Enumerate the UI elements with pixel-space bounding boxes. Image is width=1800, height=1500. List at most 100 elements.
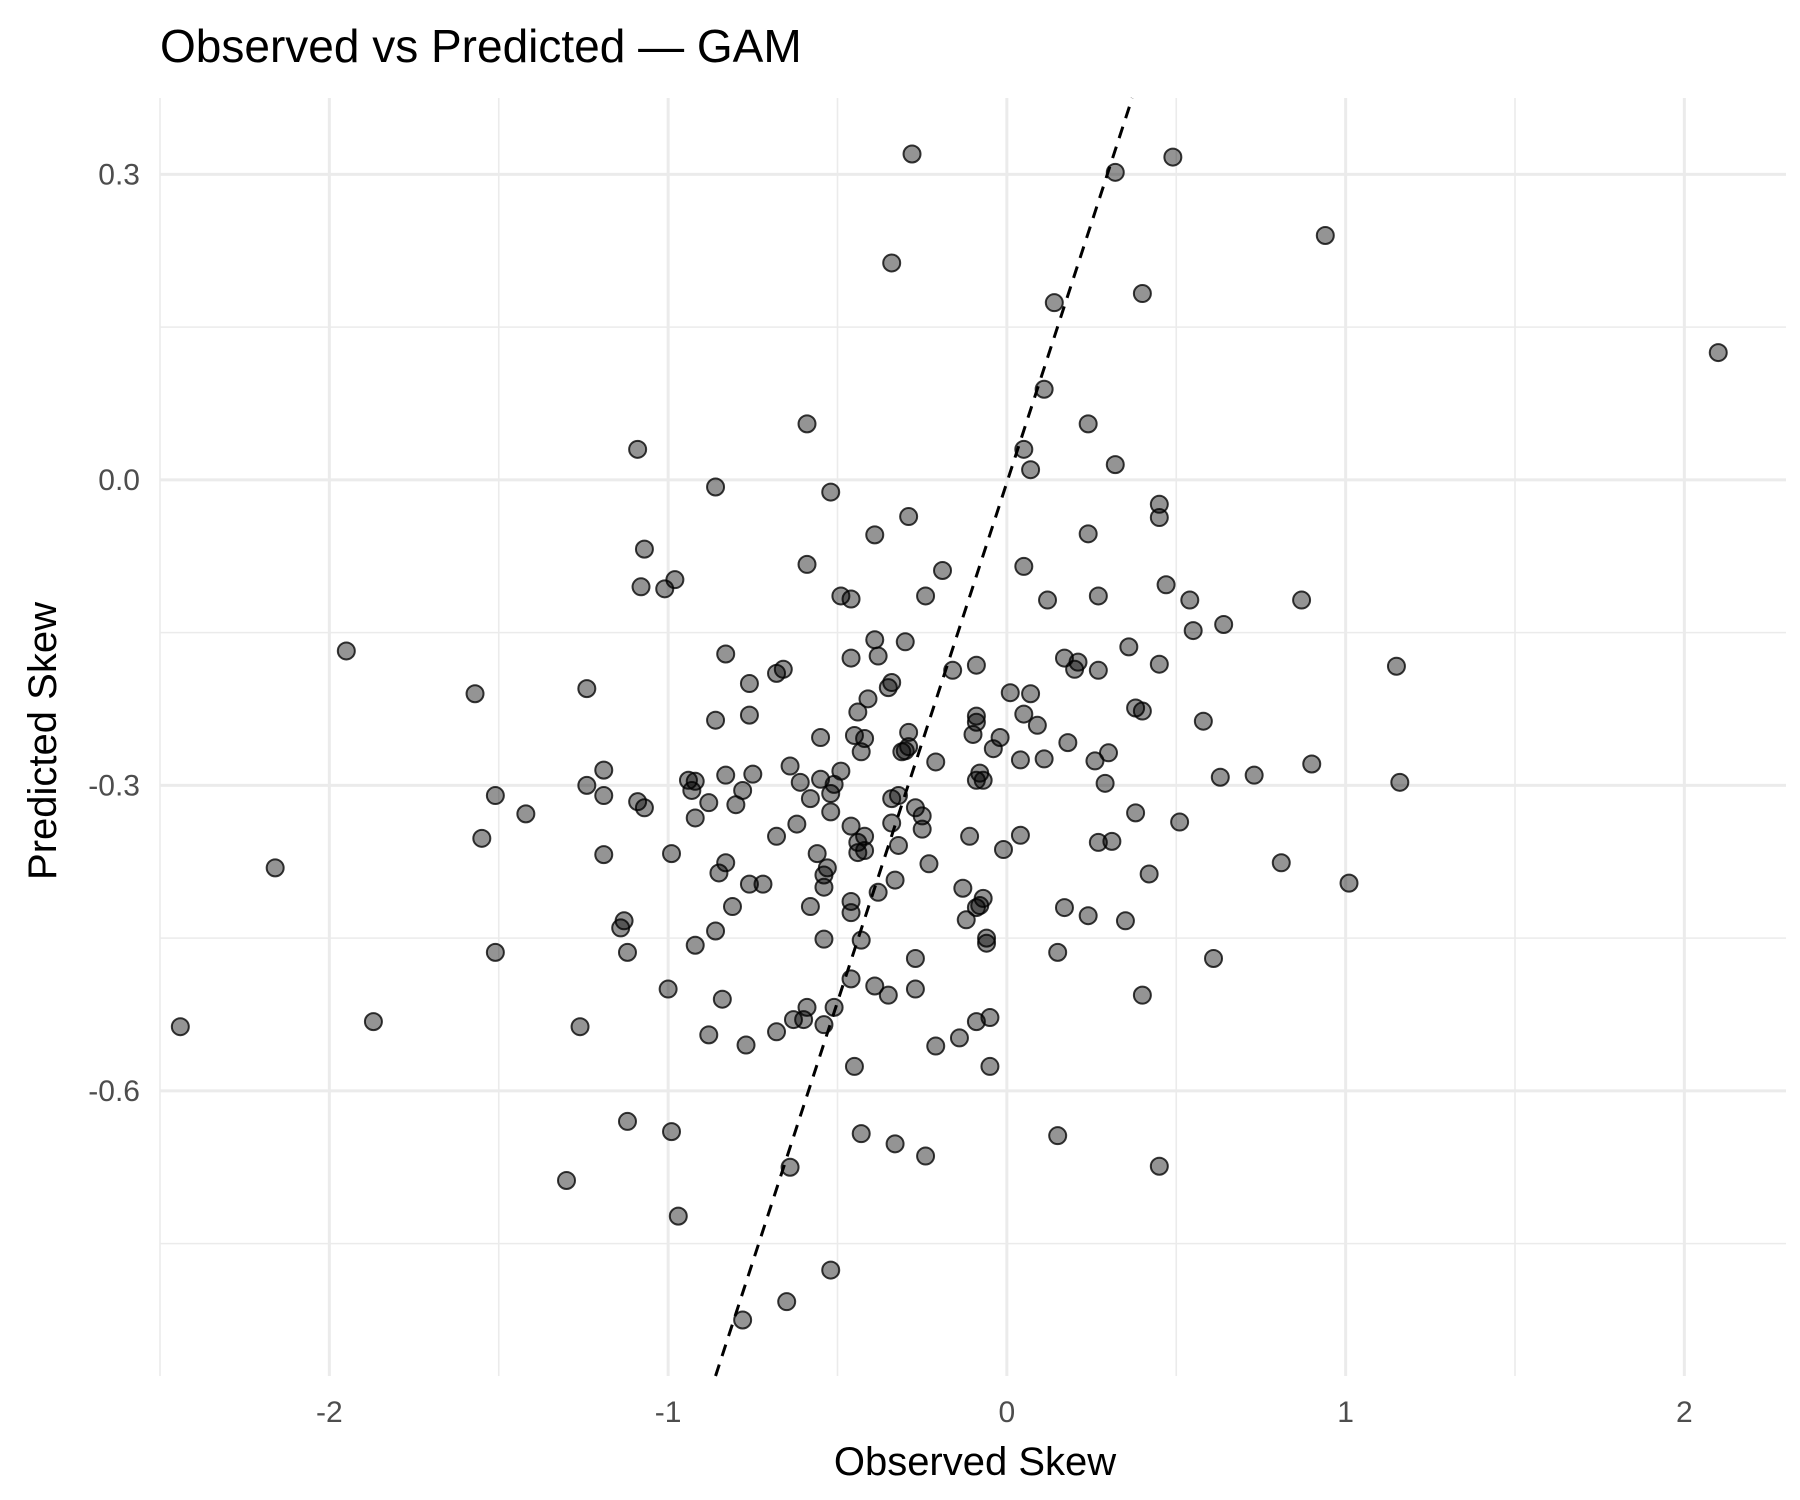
data-point: [1014, 439, 1034, 459]
data-point: [1180, 590, 1200, 610]
data-point: [1038, 590, 1058, 610]
chart-title: Observed vs Predicted — GAM: [160, 20, 802, 72]
data-point: [814, 1015, 834, 1035]
data-point: [780, 1157, 800, 1177]
data-point: [895, 632, 915, 652]
data-point: [577, 679, 597, 699]
data-point: [1149, 1156, 1169, 1176]
gridlines: [159, 98, 1786, 1376]
data-point: [170, 1017, 190, 1037]
data-point: [916, 586, 936, 606]
data-point: [844, 1056, 864, 1076]
data-point: [814, 877, 834, 897]
data-point: [1115, 911, 1135, 931]
data-point: [634, 798, 654, 818]
data-point: [739, 705, 759, 725]
data-point: [882, 813, 902, 833]
data-point: [1132, 985, 1152, 1005]
data-point: [1193, 711, 1213, 731]
data-point: [1149, 508, 1169, 528]
data-point: [1149, 494, 1169, 514]
data-points: [170, 144, 1728, 1330]
data-point: [905, 948, 925, 968]
data-point: [1214, 614, 1234, 634]
data-point: [699, 793, 719, 813]
data-point: [899, 722, 919, 742]
x-tick-label: 2: [1676, 1396, 1693, 1429]
data-point: [797, 414, 817, 434]
y-axis-ticks: -0.6 -0.3 0.0 0.3: [88, 158, 140, 1107]
data-point: [678, 770, 698, 790]
data-point: [1170, 812, 1190, 832]
data-point: [797, 554, 817, 574]
data-point: [736, 1035, 756, 1055]
data-point: [912, 819, 932, 839]
data-point: [1034, 749, 1054, 769]
data-point: [841, 903, 861, 923]
x-tick-label: -2: [316, 1396, 343, 1429]
data-point: [1034, 379, 1054, 399]
data-point: [953, 878, 973, 898]
data-point: [858, 689, 878, 709]
data-point: [848, 843, 868, 863]
data-point: [1065, 659, 1085, 679]
data-point: [1339, 873, 1359, 893]
data-point: [966, 706, 986, 726]
y-tick-label: -0.6: [88, 1075, 140, 1108]
data-point: [743, 764, 763, 784]
data-point: [1156, 575, 1176, 595]
data-point: [570, 1017, 590, 1037]
data-point: [767, 826, 787, 846]
data-point: [933, 561, 953, 581]
data-point: [617, 1111, 637, 1131]
data-point: [516, 804, 536, 824]
data-point: [912, 806, 932, 826]
data-point: [716, 853, 736, 873]
data-point: [980, 1056, 1000, 1076]
data-point: [1163, 147, 1183, 167]
data-point: [977, 928, 997, 948]
data-point: [594, 845, 614, 865]
data-point: [739, 674, 759, 694]
data-point: [1010, 825, 1030, 845]
data-point: [1088, 586, 1108, 606]
data-point: [1058, 733, 1078, 753]
data-point: [682, 780, 702, 800]
x-axis-ticks: -2 -1 0 1 2: [316, 1396, 1693, 1429]
data-point: [926, 752, 946, 772]
data-point: [1088, 660, 1108, 680]
data-point: [706, 921, 726, 941]
data-point: [712, 989, 732, 1009]
data-point: [885, 870, 905, 890]
data-point: [841, 816, 861, 836]
data-point: [363, 1012, 383, 1032]
data-point: [841, 589, 861, 609]
data-point: [973, 770, 993, 790]
data-point: [885, 1134, 905, 1154]
data-point: [726, 795, 746, 815]
y-tick-label: -0.3: [88, 769, 140, 802]
data-point: [926, 1036, 946, 1056]
data-point: [966, 898, 986, 918]
x-tick-label: 1: [1337, 1396, 1354, 1429]
data-point: [1078, 906, 1098, 926]
data-point: [949, 1028, 969, 1048]
data-point: [848, 702, 868, 722]
data-point: [966, 1012, 986, 1032]
data-point: [1386, 656, 1406, 676]
data-point: [594, 786, 614, 806]
data-point: [1014, 556, 1034, 576]
data-point: [1139, 864, 1159, 884]
x-axis-title: Observed Skew: [834, 1440, 1116, 1484]
data-point: [1292, 590, 1312, 610]
data-point: [628, 439, 648, 459]
data-point: [1315, 225, 1335, 245]
data-point: [699, 1025, 719, 1045]
data-point: [1010, 750, 1030, 770]
data-point: [1044, 293, 1064, 313]
data-point: [706, 477, 726, 497]
data-point: [814, 929, 834, 949]
data-point: [611, 918, 631, 938]
data-point: [716, 765, 736, 785]
